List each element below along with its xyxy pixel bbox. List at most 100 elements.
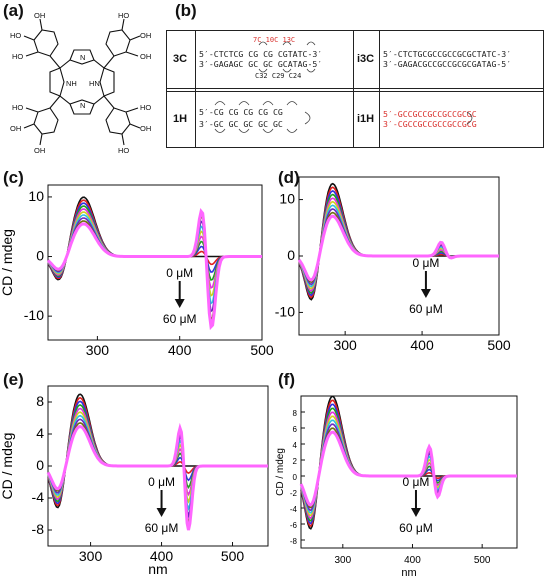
concentration-end-label: 60 μM <box>163 312 197 326</box>
seq-i3c-bottom: 3′-GAGACGCCGCCGCGCGATAG-5′ <box>383 59 512 69</box>
nh-label: HN <box>89 79 100 88</box>
spectrum-line <box>300 403 517 525</box>
spectrum-line <box>300 423 517 512</box>
x-tick-label: 300 <box>79 548 103 564</box>
y-tick-label: 8 <box>36 393 44 409</box>
x-tick-label: 500 <box>221 548 245 564</box>
x-tick-label: 300 <box>333 337 357 353</box>
cd-spectrum-e: 300 400 500 -8 -4 0 4 8 CD / mdeg nm 0 μM 60 μM <box>0 385 269 577</box>
x-tick-label: 400 <box>410 337 434 353</box>
x-tick-label: 500 <box>487 337 511 353</box>
concentration-start-label: 0 μM <box>403 475 430 489</box>
row-label-3c: 3C <box>173 53 188 65</box>
y-tick-label: -8 <box>290 537 298 546</box>
panel-label-a: (a) <box>3 1 24 20</box>
panel-label-d: (d) <box>278 168 300 187</box>
x-tick-label: 400 <box>404 555 421 566</box>
y-axis-label: CD / mdeg <box>0 433 15 500</box>
x-tick-label: 400 <box>150 548 174 564</box>
panel-label-b: (b) <box>175 1 197 20</box>
y-tick-label: -10 <box>24 307 44 323</box>
nh-label: NH <box>66 79 77 88</box>
cd-spectrum-c: 300 400 500 -10 0 10 CD / mdeg 0 μM 60 μM <box>0 184 274 358</box>
spectrum-line <box>46 208 262 331</box>
seq-3c-top: 5′-CTCTCG CG CG CGTATC-3′ <box>199 49 323 59</box>
spectrum-line <box>47 214 262 321</box>
cd-spectrum-f: 300 400 500 -8 -6 -4 -2 0 2 4 6 8 CD / mdeg nm 0 μM 60 … <box>275 395 518 579</box>
y-tick-label: 8 <box>293 409 298 418</box>
seq-i1h-bottom: 3′-CGCCGCCGCCGCCGCG <box>383 119 477 129</box>
spectrum-line <box>300 399 517 528</box>
y-tick-label: -4 <box>32 489 45 505</box>
y-tick-label: 10 <box>279 191 295 207</box>
concentration-start-label: 0 μM <box>166 266 193 280</box>
concentration-end-label: 60 μM <box>399 521 433 535</box>
spectrum-line <box>47 414 268 512</box>
n-label: N <box>80 53 85 62</box>
seq-1h-bottom: 3′-GC GC GC GC GC <box>199 119 283 129</box>
concentration-start-label: 0 μM <box>412 256 439 270</box>
y-tick-label: 10 <box>28 188 44 204</box>
spectrum-line <box>299 430 517 507</box>
oh-label: HO <box>140 103 151 112</box>
spectrum-line <box>47 393 268 509</box>
panel-label-f: (f) <box>278 370 295 389</box>
oh-label: OH <box>10 124 21 133</box>
seq-3c-loop-top: 7C 10C 13C <box>253 36 296 44</box>
y-tick-label: -2 <box>290 489 298 498</box>
arrow-head <box>156 508 167 517</box>
plot-frame <box>300 395 518 549</box>
spectrum-line <box>47 217 262 313</box>
spectrum-line <box>47 418 268 519</box>
spectrum-line <box>47 397 268 507</box>
y-tick-label: 0 <box>287 247 295 263</box>
sequence-table: 3C 7C 10C 13C 5′-CTCTCG CG CG CGTATC-3′ … <box>166 30 544 148</box>
oh-label: HO <box>10 31 21 40</box>
seq-i3c-top: 5′-CTCTGCGCCGCCGCGCTATC-3′ <box>383 49 512 59</box>
y-tick-label: -6 <box>290 521 298 530</box>
seq-i1h-top: 5′-GCCGCCGCCGCCGCGC <box>383 109 477 119</box>
oh-label: HO <box>12 103 23 112</box>
concentration-end-label: 60 μM <box>409 302 443 316</box>
x-tick-label: 500 <box>474 555 491 566</box>
y-tick-label: -8 <box>32 521 45 537</box>
spectrum-line <box>300 427 517 509</box>
y-tick-label: 2 <box>293 457 298 466</box>
oh-label: OH <box>140 31 151 40</box>
y-tick-label: 0 <box>36 248 44 264</box>
seq-3c-bottom: 3′-GAGAGC GC GC GCATAG-5′ <box>199 59 323 69</box>
titration-annotation: 0 μM 60 μM <box>145 475 179 535</box>
oh-label: HO <box>12 52 23 61</box>
porphyrin-structure: HO OH HO OH HO OH HO OH OH HO OH HO NH H… <box>10 11 151 155</box>
hairpin-loops <box>214 41 473 133</box>
panel-label-e: (e) <box>3 370 24 389</box>
axes: 300 400 500 -8 -6 -4 -2 0 2 4 6 8 CD / mdeg nm <box>275 395 518 579</box>
oh-label: OH <box>140 52 151 61</box>
y-tick-label: 4 <box>36 425 44 441</box>
oh-label: HO <box>118 11 129 20</box>
arrow-head <box>410 508 421 517</box>
axes: 300 400 500 -8 -4 0 4 8 CD / mdeg nm <box>0 385 269 577</box>
concentration-end-label: 60 μM <box>145 521 179 535</box>
panel-label-c: (c) <box>3 168 24 187</box>
seq-3c-loop-bottom: C32 C29 C24 <box>255 72 302 80</box>
y-tick-label: 0 <box>36 457 44 473</box>
n-label: N <box>80 101 85 110</box>
y-tick-label: -10 <box>275 303 295 319</box>
x-axis-label: nm <box>148 561 167 577</box>
arrow-head <box>420 289 431 298</box>
oh-label: OH <box>34 11 45 20</box>
arrow-head <box>174 299 185 308</box>
row-label-1h: 1H <box>173 113 188 125</box>
titration-annotation: 0 μM 60 μM <box>163 266 197 326</box>
titration-annotation: 0 μM 60 μM <box>399 475 433 535</box>
y-axis-label: CD / mdeg <box>0 229 15 296</box>
x-tick-label: 400 <box>168 342 192 358</box>
oh-label: OH <box>34 146 45 155</box>
titration-annotation: 0 μM 60 μM <box>409 256 443 316</box>
spectrum-line <box>47 214 262 305</box>
y-tick-label: -4 <box>290 505 298 514</box>
y-axis-label: CD / mdeg <box>275 448 286 496</box>
spectrum-line <box>298 211 499 284</box>
